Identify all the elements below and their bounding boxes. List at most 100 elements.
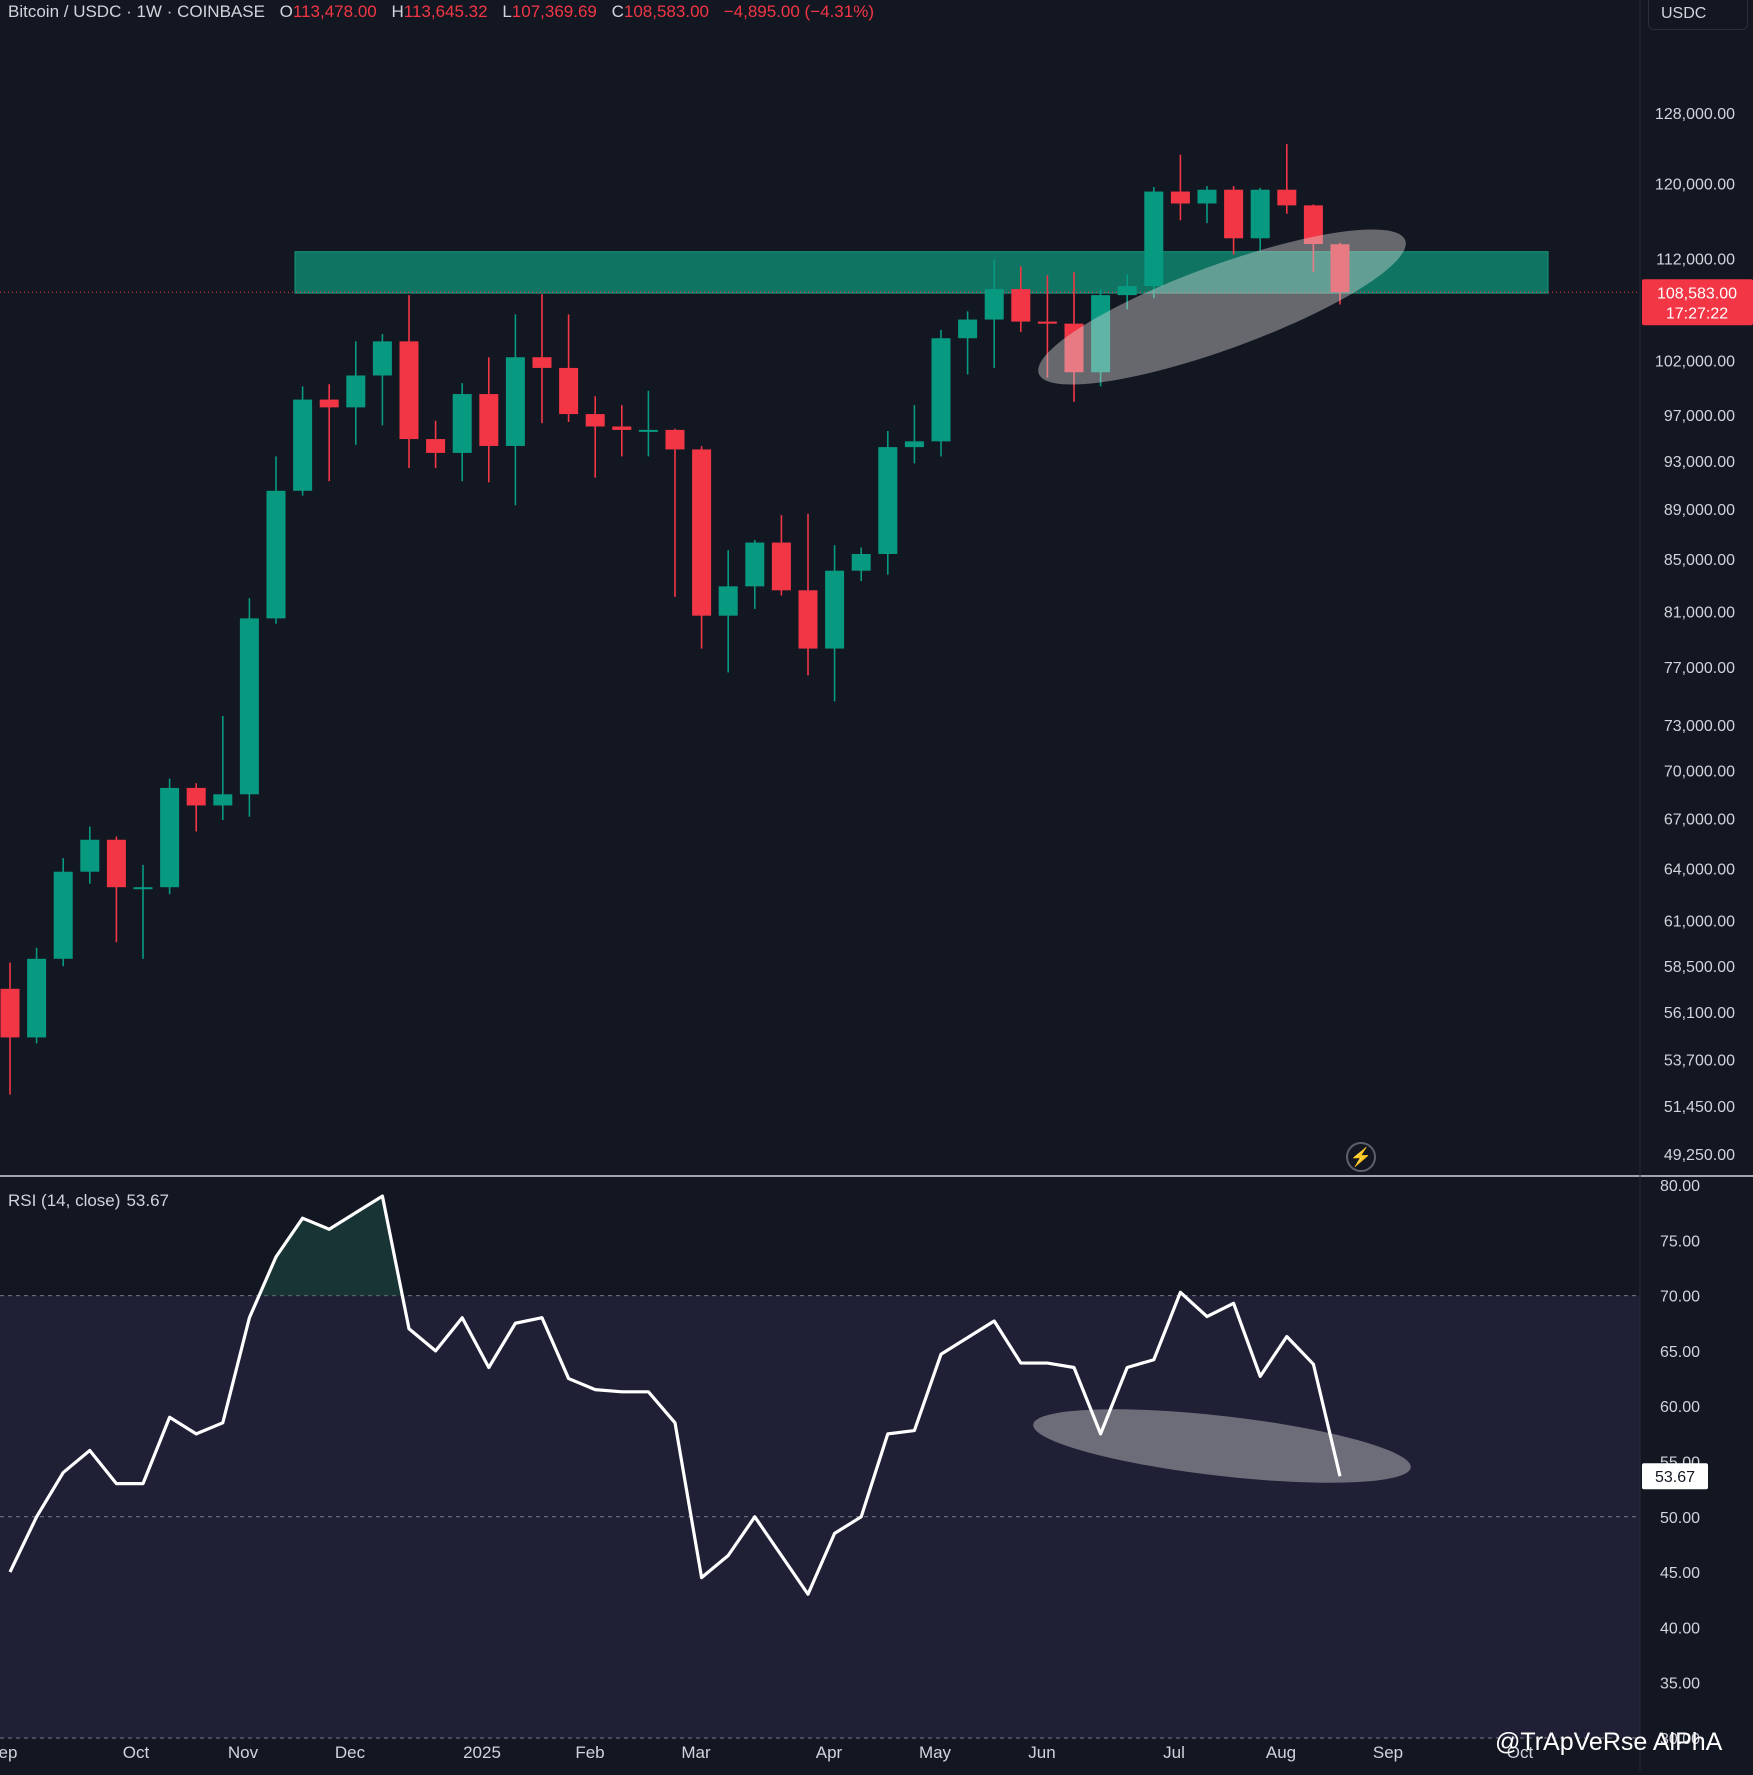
time-tick-label: Feb [575,1743,604,1762]
time-tick-label: Jul [1163,1743,1185,1762]
rsi-tick-label: 30.00 [1660,1731,1700,1748]
candle-body [1330,244,1350,293]
candle-body [426,439,446,453]
rsi-tick-label: 80.00 [1660,1178,1700,1195]
candle-body [266,490,286,619]
candle-body [1011,289,1031,322]
current-price-tag [1642,279,1753,326]
candle-body [931,338,951,442]
price-tick-label: 58,500.00 [1664,959,1735,976]
candle-body [1117,286,1137,296]
price-tick-label: 89,000.00 [1664,502,1735,519]
candle-body [692,449,712,616]
candle-body [479,394,499,446]
candle-body [1170,191,1190,204]
price-tick-label: 97,000.00 [1664,408,1735,425]
price-tick-label: 56,100.00 [1664,1005,1735,1022]
time-tick-label: Apr [816,1743,843,1762]
candle-body [958,319,978,339]
candle-body [559,367,579,415]
time-tick-label: Sep [1373,1743,1403,1762]
time-tick-label: May [919,1743,952,1762]
rsi-value-tag-text: 53.67 [1655,1469,1695,1486]
watermark: @TrApVeRse AlPhA [1495,1728,1722,1757]
price-tick-label: 51,450.00 [1664,1099,1735,1116]
candle-body [133,887,153,890]
candle-body [638,429,658,432]
low-label: L [502,2,512,21]
price-tick-label: 49,250.00 [1664,1147,1735,1164]
candle-body [1303,205,1323,245]
candle-body [346,375,366,408]
candle-body [452,394,472,453]
current-price-value: 108,583.00 [1657,285,1737,302]
price-tick-label: 93,000.00 [1664,454,1735,471]
price-tick-label: 73,000.00 [1664,718,1735,735]
candle-body [585,414,605,427]
rsi-legend: RSI (14, close) 53.67 [8,1191,169,1211]
price-axis-labels: 128,000.00 120,000.00 112,000.00 102,000.00… [1655,106,1735,1164]
candle-body [160,787,180,888]
candle-body [1250,189,1270,239]
symbol-title: Bitcoin / USDC · 1W · COINBASE [8,2,265,21]
candle-body [1064,323,1084,373]
candle-body [798,590,818,649]
candle-body [213,794,233,806]
candle-body [1277,189,1297,206]
candle-body [80,839,100,872]
candle-body [1197,189,1217,204]
currency-selector[interactable]: USDC [1648,0,1748,30]
candle-body [186,787,206,806]
annotation-ellipse-price [1038,229,1406,385]
candle-body [239,618,259,795]
candle-body [532,357,552,368]
time-axis-labels: ep Oct Nov Dec 2025 Feb Mar Apr May Jun Jul Aug Sep O… [0,1743,1533,1762]
price-tick-label: 53,700.00 [1664,1053,1735,1070]
high-label: H [391,2,404,21]
high-value: 113,645.32 [403,2,488,21]
symbol-legend: Bitcoin / USDC · 1W · COINBASE O113,478.… [8,2,874,22]
candle-body [505,357,525,446]
price-tick-label: 61,000.00 [1664,914,1735,931]
rsi-title: RSI (14, close) [8,1191,121,1210]
candle-body [851,553,871,571]
candle-body [665,429,685,450]
price-tick-label: 102,000.00 [1655,353,1735,370]
price-tick-label: 85,000.00 [1664,552,1735,569]
candle-body [612,426,632,430]
candle-body [1037,321,1057,324]
price-tick-label: 67,000.00 [1664,811,1735,828]
candle-body [106,839,126,888]
candle-body [0,988,20,1038]
rsi-tick-label: 65.00 [1660,1344,1700,1361]
watermark-text: @TrApVeRse AlPhA [1495,1728,1723,1756]
candles-group [0,144,1350,1095]
lightning-icon[interactable]: ⚡ [1346,1142,1376,1172]
candle-body [825,570,845,649]
candle-body [771,542,791,591]
price-tick-label: 77,000.00 [1664,660,1735,677]
rsi-line [8,1194,1342,1596]
close-label: C [611,2,624,21]
rsi-overbought-fill [259,1196,1185,1296]
time-tick-label: Dec [335,1743,366,1762]
candle-body [53,871,73,959]
time-tick-label: 2025 [463,1743,501,1762]
price-tick-label: 128,000.00 [1655,106,1735,123]
time-tick-label: Jun [1028,1743,1055,1762]
rsi-tick-label: 35.00 [1660,1676,1700,1693]
candle-body [372,341,392,376]
price-tick-label: 81,000.00 [1664,605,1735,622]
rsi-value-tag [1642,1463,1708,1490]
open-value: 113,478.00 [292,2,377,21]
candle-body [1091,295,1111,373]
rsi-tick-label: 45.00 [1660,1565,1700,1582]
price-tick-label: 70,000.00 [1664,764,1735,781]
candle-body [984,289,1004,320]
time-tick-label: Mar [681,1743,711,1762]
price-tick-label: 120,000.00 [1655,176,1735,193]
low-value: 107,369.69 [511,2,597,21]
candle-body [293,399,313,491]
